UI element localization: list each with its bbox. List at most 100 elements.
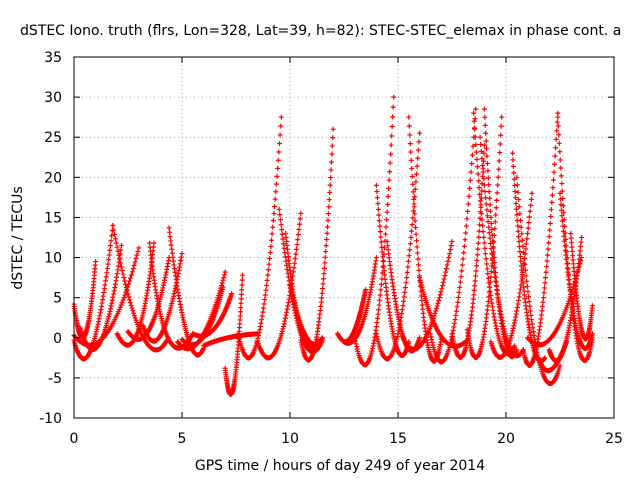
data-point [478,195,484,201]
data-point [353,341,359,347]
data-point [579,235,585,240]
data-point [579,255,585,261]
data-point [404,275,410,281]
data-point [122,278,128,284]
data-point [121,295,127,301]
data-point [543,275,549,281]
data-point [482,189,488,195]
data-point [517,211,523,217]
data-point [488,269,494,275]
data-point [279,231,285,237]
data-point [456,290,462,296]
data-point [393,339,399,345]
data-point [527,308,533,314]
data-point [523,241,529,247]
data-point [277,141,283,147]
data-point [522,267,528,273]
data-point [519,237,525,243]
data-point [104,265,110,271]
data-arc [114,240,157,348]
data-point [473,268,479,274]
data-point [118,302,124,308]
data-point [106,311,112,317]
y-tick-label: 30 [44,90,62,106]
data-point [469,161,475,167]
data-arc [427,106,479,365]
data-point [481,176,487,182]
data-point [566,298,572,304]
data-point [412,218,418,224]
data-point [387,169,393,175]
data-point [277,212,283,218]
data-point [477,222,483,228]
data-point [278,123,284,129]
data-point [437,295,443,301]
data-point [516,239,522,245]
data-point [516,204,522,210]
data-arc [546,235,585,364]
data-point [330,135,336,141]
data-point [437,292,443,298]
data-point [500,321,506,327]
data-point [385,201,391,207]
data-point [413,179,419,185]
data-point [476,185,482,191]
data-point [127,278,133,284]
data-point [489,251,495,257]
data-point [473,273,479,279]
data-point [411,204,417,210]
data-point [468,169,474,175]
data-point [486,294,492,300]
data-point [397,321,403,327]
data-point [377,297,383,303]
data-point [523,273,529,279]
data-point [280,326,286,332]
data-point [474,157,480,163]
data-point [107,308,113,314]
data-point [409,173,415,179]
data-point [271,211,277,217]
data-point [491,265,497,271]
data-point [559,218,565,224]
data-point [285,299,291,305]
data-point [555,123,561,129]
data-point [496,158,502,164]
data-point [133,256,139,262]
data-arc [464,114,505,361]
data-point [114,274,120,280]
data-point [132,259,138,265]
data-point [491,270,497,276]
data-point [490,260,496,266]
data-arc [520,110,561,368]
data-point [497,150,503,156]
data-point [466,193,472,199]
data-point [394,336,400,342]
data-point [484,146,490,152]
data-point [373,255,379,261]
data-point [266,261,272,267]
data-series [71,94,595,397]
data-point [123,285,129,291]
data-point [257,324,263,330]
data-point [525,289,531,295]
data-point [261,301,267,307]
data-point [389,124,395,130]
data-point [484,161,490,167]
data-point [517,249,523,255]
data-point [515,223,521,229]
data-point [294,242,300,248]
data-point [410,181,416,187]
y-tick-label: -5 [48,371,62,387]
data-point [513,200,519,206]
data-point [110,294,116,300]
data-point [572,278,578,284]
data-point [484,207,490,213]
data-point [559,181,565,187]
data-point [238,300,244,306]
data-point [119,243,125,249]
data-point [396,325,402,331]
data-point [290,269,296,275]
data-point [136,245,142,251]
data-point [529,317,535,323]
